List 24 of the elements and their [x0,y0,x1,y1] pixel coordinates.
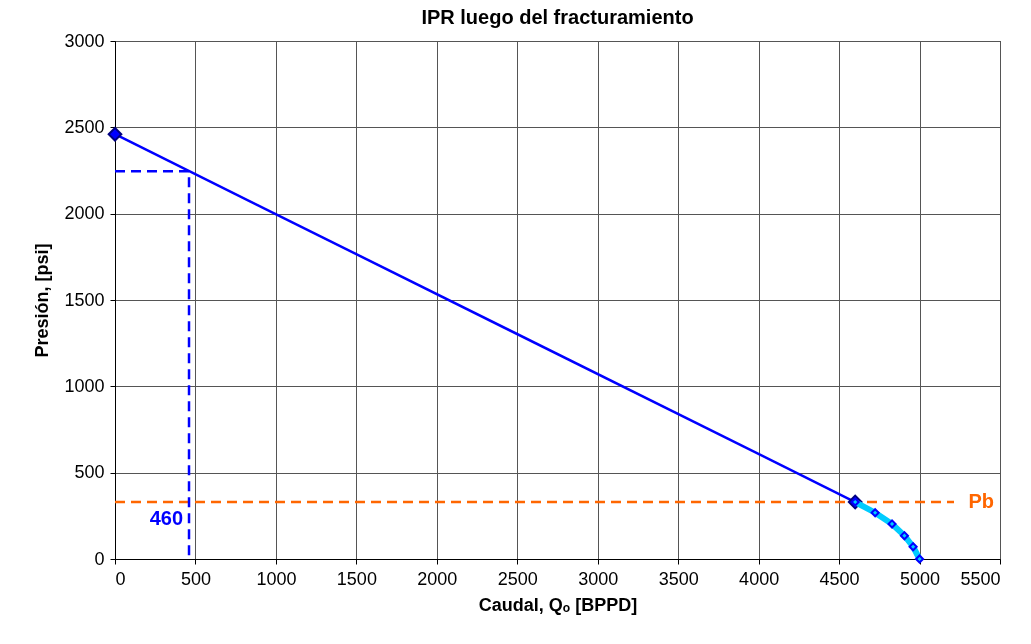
x-tick-label: 5000 [900,568,941,589]
x-tick-label: 4000 [739,568,780,589]
y-tick-label: 500 [74,462,105,483]
y-tick-label: 1000 [64,375,105,396]
x-tick-label: 2500 [497,568,538,589]
chart-title: IPR luego del fracturamiento [421,6,694,28]
ref-line-label: Pb [968,490,994,513]
x-tick-label: 5500 [960,568,1001,589]
y-tick-label: 0 [94,548,105,569]
x-tick-label: 500 [180,568,211,589]
y-tick-label: 2000 [64,203,105,224]
y-tick-label: 2500 [64,116,105,137]
x-axis-title: Caudal, Qₒ [BPPD] [478,594,638,615]
x-tick-label: 4500 [819,568,860,589]
x-tick-label: 3000 [578,568,619,589]
y-axis-title: Presión, [psi] [32,243,53,358]
annotation: 460 [149,507,184,530]
x-tick-label: 1000 [256,568,297,589]
x-tick-label: 1500 [336,568,377,589]
x-tick-label: 2000 [417,568,458,589]
y-tick-label: 3000 [64,30,105,51]
y-tick-label: 1500 [64,289,105,310]
x-tick-label: 3500 [658,568,699,589]
x-tick-label: 0 [115,568,126,589]
